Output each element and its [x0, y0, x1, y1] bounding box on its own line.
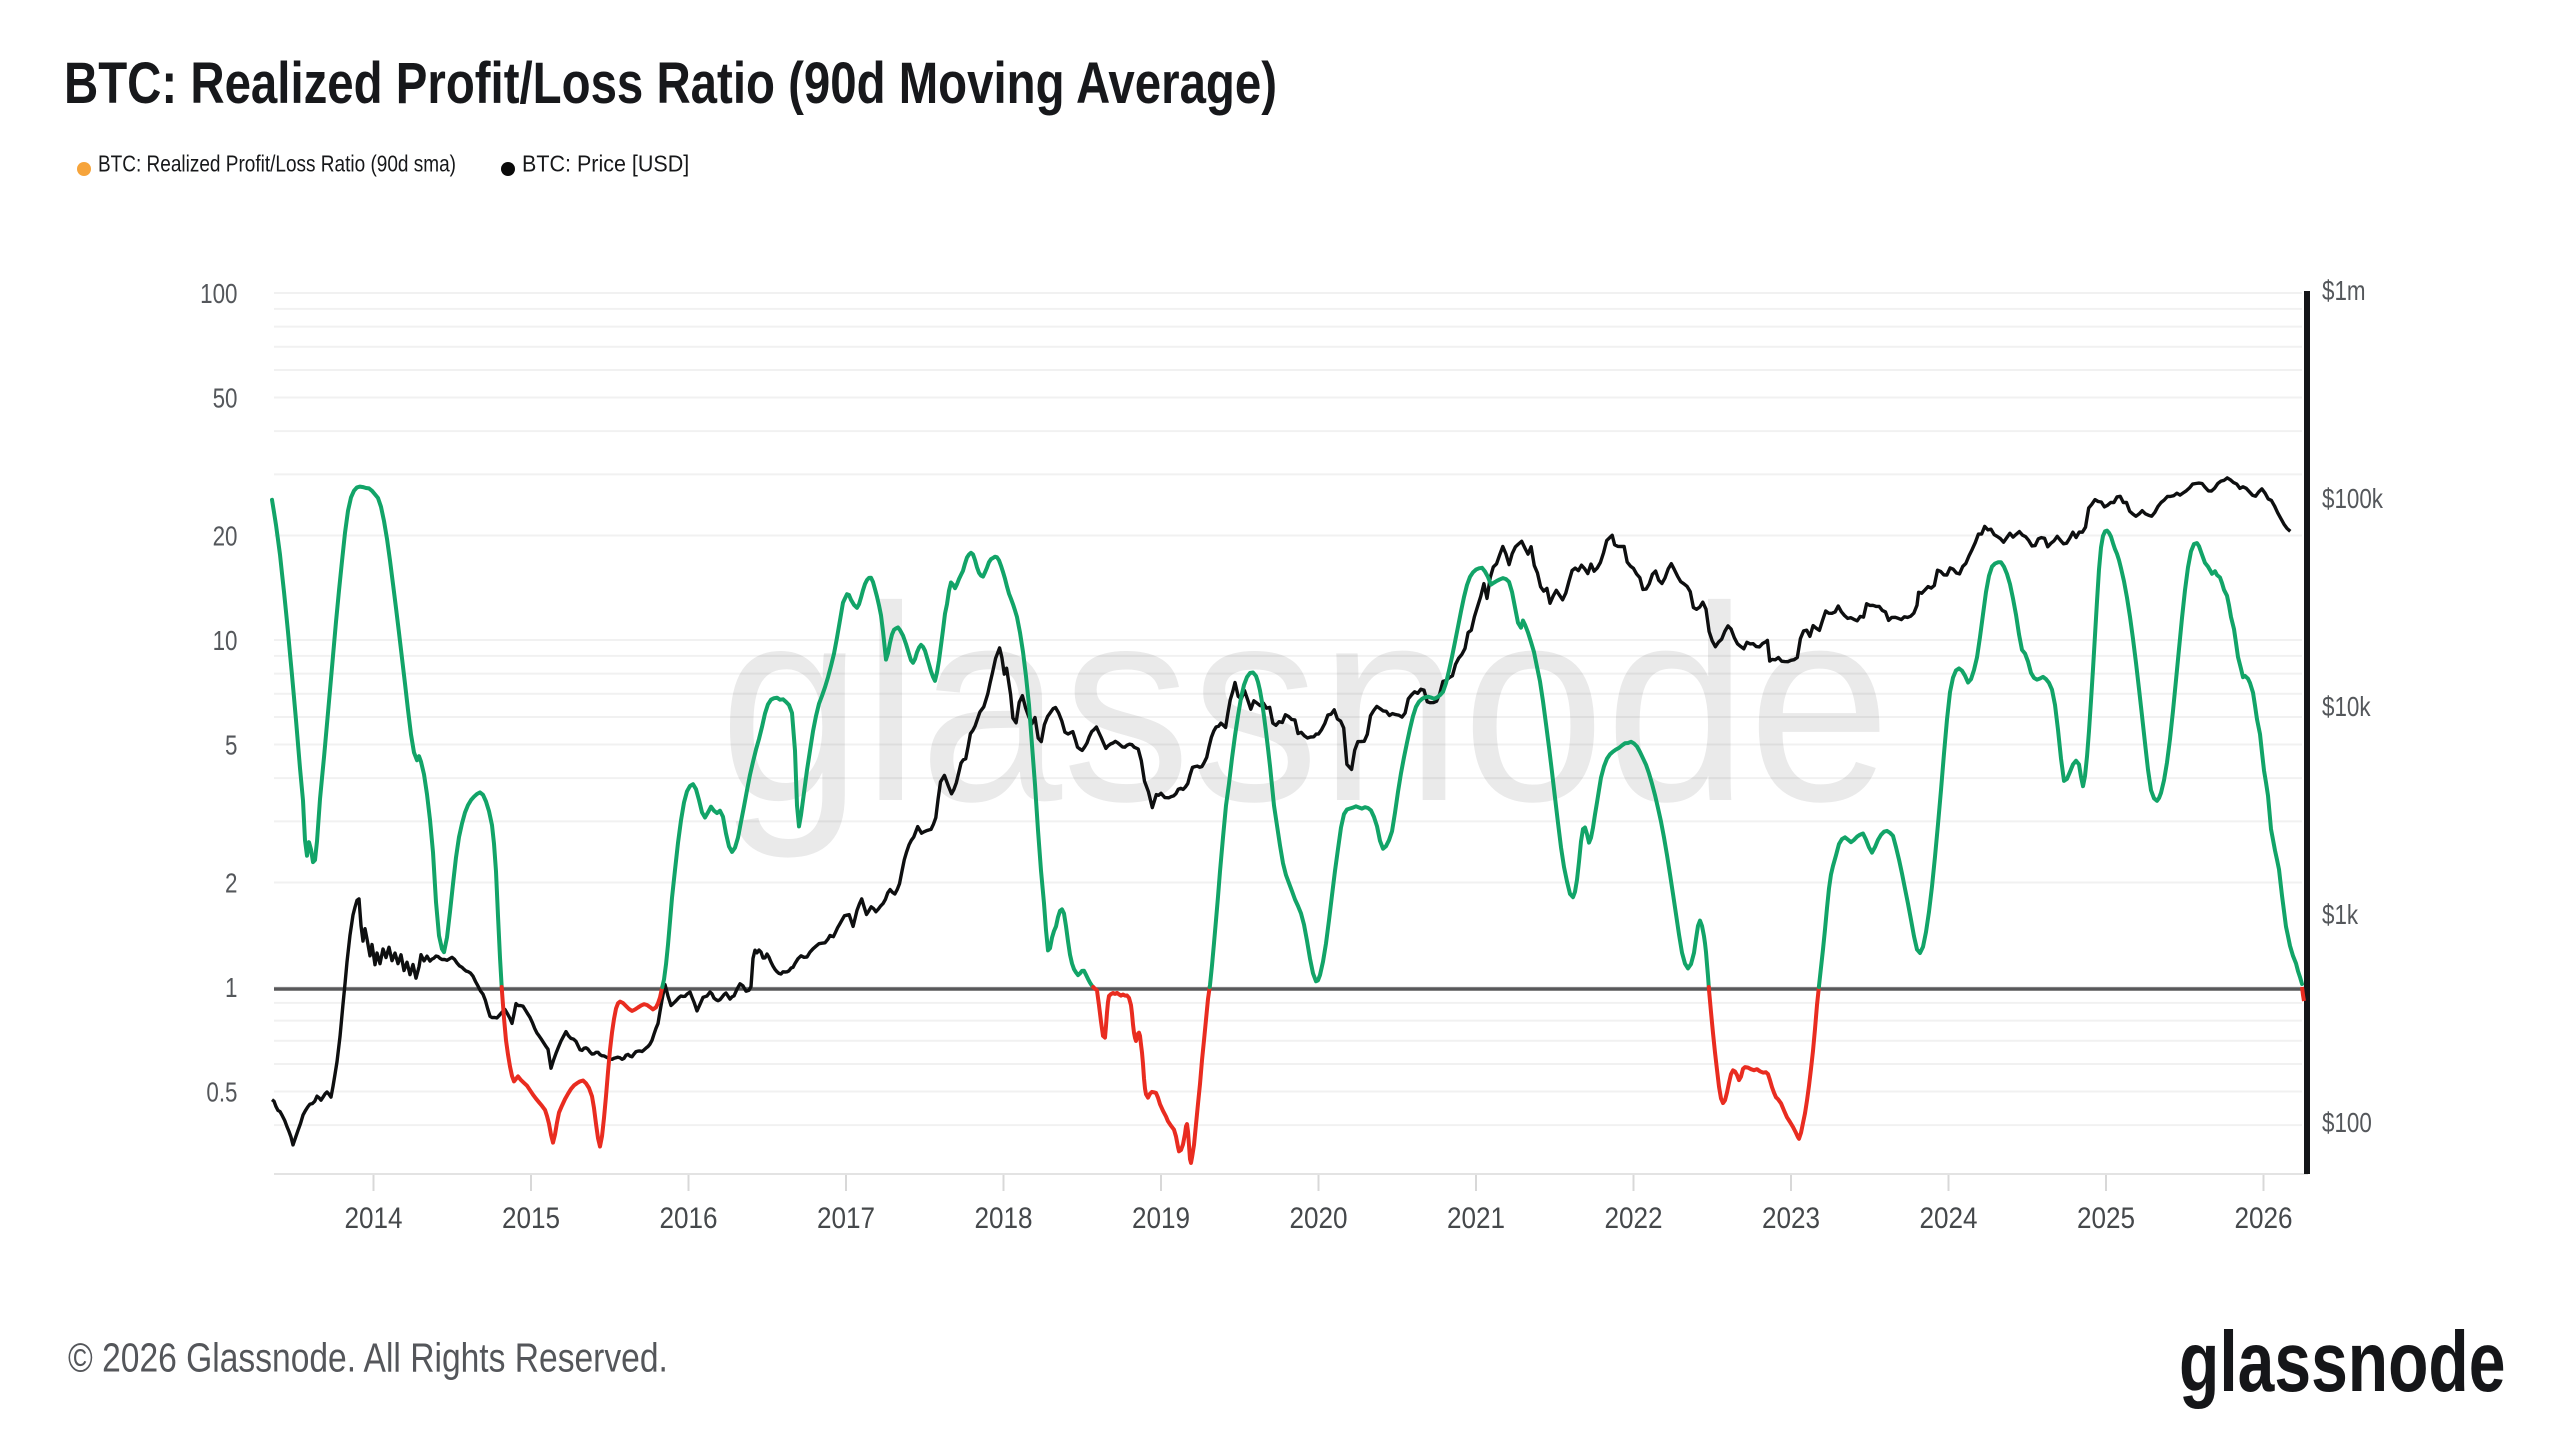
svg-text:$1k: $1k: [2322, 900, 2358, 931]
svg-text:2017: 2017: [817, 1201, 875, 1234]
svg-text:2023: 2023: [1762, 1201, 1820, 1234]
svg-text:0.5: 0.5: [206, 1077, 237, 1108]
svg-text:1: 1: [225, 973, 237, 1004]
svg-text:50: 50: [213, 383, 238, 414]
svg-text:$10k: $10k: [2322, 692, 2371, 723]
svg-text:2025: 2025: [2077, 1201, 2135, 1234]
svg-text:2021: 2021: [1447, 1201, 1505, 1234]
svg-text:2022: 2022: [1604, 1201, 1662, 1234]
svg-text:2016: 2016: [659, 1201, 717, 1234]
svg-text:2019: 2019: [1132, 1201, 1190, 1234]
svg-text:2024: 2024: [1919, 1201, 1977, 1234]
svg-text:$1m: $1m: [2322, 276, 2366, 307]
svg-text:2: 2: [225, 868, 237, 899]
svg-text:5: 5: [225, 730, 237, 761]
svg-text:2014: 2014: [344, 1201, 402, 1234]
svg-text:10: 10: [213, 626, 238, 657]
svg-text:2015: 2015: [502, 1201, 560, 1234]
svg-text:$100k: $100k: [2322, 484, 2383, 515]
svg-text:2026: 2026: [2234, 1201, 2292, 1234]
svg-text:$100: $100: [2322, 1108, 2372, 1139]
svg-text:glassnode: glassnode: [719, 549, 1891, 861]
svg-text:100: 100: [200, 279, 237, 310]
svg-text:2020: 2020: [1289, 1201, 1347, 1234]
svg-text:20: 20: [213, 521, 238, 552]
svg-text:2018: 2018: [974, 1201, 1032, 1234]
